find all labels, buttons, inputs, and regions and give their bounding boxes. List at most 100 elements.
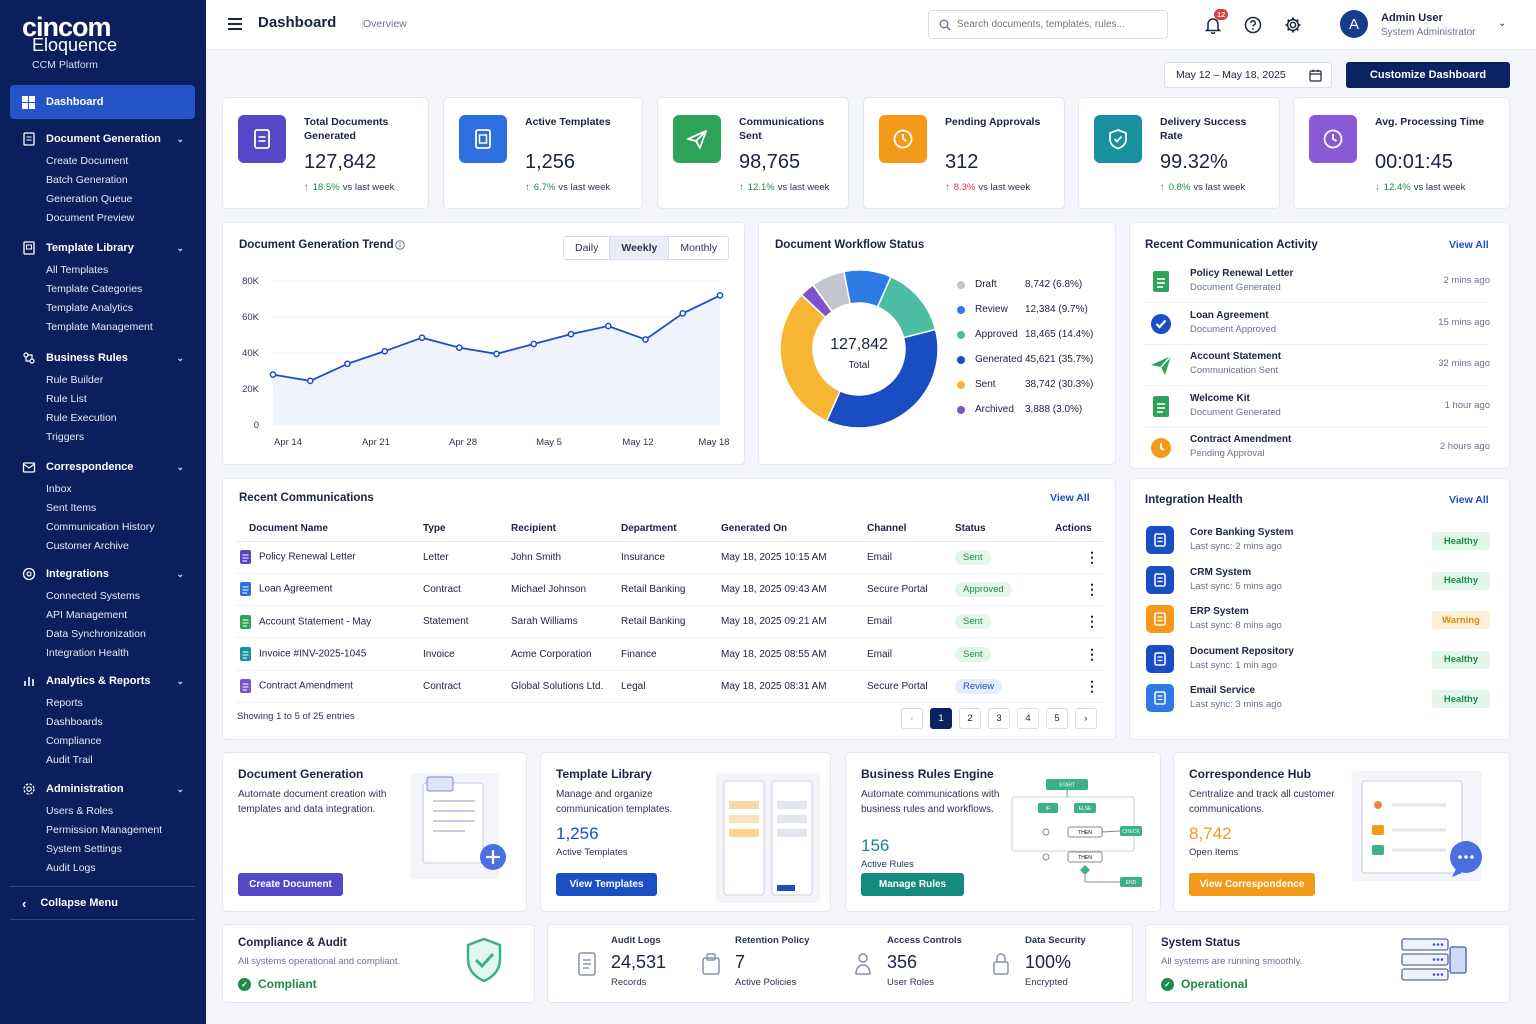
sidebar-item-dashboard[interactable]: Dashboard — [10, 85, 195, 119]
column-header[interactable]: Channel — [855, 517, 943, 542]
cell-name[interactable]: Loan Agreement — [259, 584, 333, 596]
chevron-down-icon[interactable]: ⌄ — [176, 568, 184, 579]
sidebar-subitem[interactable]: Audit Trail — [46, 754, 93, 767]
table-row[interactable]: Invoice #INV-2025-1045 Invoice Acme Corpor… — [237, 637, 1103, 671]
notifications-button[interactable]: 12 — [1202, 9, 1229, 36]
sidebar-section-header[interactable]: Template Library ⌄ — [0, 238, 206, 258]
sidebar-subitem[interactable]: Triggers — [46, 431, 85, 444]
chevron-down-icon[interactable]: ⌄ — [176, 783, 184, 794]
sidebar-subitem[interactable]: System Settings — [46, 842, 122, 855]
cell-name[interactable]: Policy Renewal Letter — [259, 551, 356, 563]
collapse-menu-button[interactable]: ‹ Collapse Menu — [10, 886, 195, 920]
help-button[interactable] — [1242, 14, 1264, 36]
chevron-down-icon[interactable]: ⌄ — [176, 242, 184, 253]
donut-segment-approved[interactable] — [876, 275, 937, 339]
sidebar-subitem[interactable]: Integration Health — [46, 647, 129, 660]
donut-segment-sent[interactable] — [779, 293, 842, 423]
sidebar-subitem[interactable]: Template Analytics — [46, 301, 133, 314]
page-4-button[interactable]: 4 — [1017, 708, 1039, 729]
sidebar-subitem[interactable]: Dashboards — [46, 715, 103, 728]
sidebar-section-header[interactable]: Integrations ⌄ — [0, 564, 206, 584]
page-1-button[interactable]: 1 — [930, 708, 952, 729]
search-box[interactable] — [928, 10, 1168, 39]
module-button[interactable]: View Templates — [556, 873, 657, 896]
donut-segment-generated[interactable] — [825, 328, 939, 429]
communications-view-all-link[interactable]: View All — [1050, 492, 1090, 504]
more-actions-icon[interactable]: ⋮ — [1085, 613, 1099, 630]
integration-item[interactable]: CRM System Last sync: 5 mins ago Healthy — [1144, 563, 1494, 603]
chevron-down-icon[interactable]: ⌄ — [1498, 18, 1507, 29]
page-5-button[interactable]: 5 — [1046, 708, 1068, 729]
sidebar-subitem[interactable]: Reports — [46, 696, 83, 709]
sidebar-subitem[interactable]: Users & Roles — [46, 804, 114, 817]
table-row[interactable]: Account Statement - May Statement Sarah Wi… — [237, 605, 1103, 639]
sidebar-subitem[interactable]: Document Preview — [46, 212, 135, 225]
sidebar-subitem[interactable]: Sent Items — [46, 501, 97, 514]
more-actions-icon[interactable]: ⋮ — [1085, 580, 1099, 597]
sidebar-subitem[interactable]: Customer Archive — [46, 540, 129, 553]
module-button[interactable]: View Correspondence — [1189, 873, 1315, 896]
page-2-button[interactable]: 2 — [959, 708, 981, 729]
column-header[interactable]: Generated On — [709, 517, 855, 542]
table-row[interactable]: Policy Renewal Letter Letter John Smith Ins… — [237, 541, 1103, 574]
column-header[interactable]: Actions — [1043, 517, 1103, 542]
sidebar-section-header[interactable]: Business Rules ⌄ — [0, 348, 206, 368]
sidebar-subitem[interactable]: Generation Queue — [46, 192, 133, 205]
sidebar-subitem[interactable]: Inbox — [46, 482, 72, 495]
integration-item[interactable]: Email Service Last sync: 3 mins ago Health… — [1144, 681, 1494, 721]
activity-item[interactable]: Policy Renewal Letter Document Generated 2… — [1144, 262, 1490, 303]
sidebar-subitem[interactable]: Create Document — [46, 154, 129, 167]
column-header[interactable]: Type — [411, 517, 499, 542]
integration-item[interactable]: ERP System Last sync: 8 mins ago Warning — [1144, 602, 1494, 642]
sidebar-section-header[interactable]: Document Generation ⌄ — [0, 129, 206, 149]
more-actions-icon[interactable]: ⋮ — [1085, 677, 1099, 694]
sidebar-subitem[interactable]: API Management — [46, 608, 128, 621]
sidebar-subitem[interactable]: Template Management — [46, 321, 153, 334]
sidebar-subitem[interactable]: Batch Generation — [46, 173, 128, 186]
chevron-down-icon[interactable]: ⌄ — [176, 675, 184, 686]
column-header[interactable]: Recipient — [499, 517, 609, 542]
integration-view-all-link[interactable]: View All — [1449, 494, 1489, 506]
page-3-button[interactable]: 3 — [988, 708, 1010, 729]
sidebar-section-header[interactable]: Analytics & Reports ⌄ — [0, 671, 206, 691]
menu-icon[interactable] — [228, 18, 242, 33]
search-input[interactable] — [957, 19, 1157, 30]
more-actions-icon[interactable]: ⋮ — [1085, 548, 1099, 565]
column-header[interactable]: Document Name — [237, 517, 411, 542]
integration-item[interactable]: Document Repository Last sync: 1 min ago H… — [1144, 642, 1494, 682]
sidebar-subitem[interactable]: Rule Execution — [46, 411, 117, 424]
module-button[interactable]: Create Document — [238, 873, 343, 896]
chevron-down-icon[interactable]: ⌄ — [176, 461, 184, 472]
module-button[interactable]: Manage Rules — [861, 873, 964, 896]
table-row[interactable]: Loan Agreement Contract Michael Johnson Ret… — [237, 573, 1103, 607]
table-row[interactable]: Contract Amendment Contract Global Solutio… — [237, 670, 1103, 703]
sidebar-subitem[interactable]: Rule List — [46, 392, 87, 405]
sidebar-section-header[interactable]: Correspondence ⌄ — [0, 457, 206, 477]
more-actions-icon[interactable]: ⋮ — [1085, 645, 1099, 662]
sidebar-section-header[interactable]: Administration ⌄ — [0, 779, 206, 799]
chevron-down-icon[interactable]: ⌄ — [176, 133, 184, 144]
cell-name[interactable]: Contract Amendment — [259, 680, 353, 692]
settings-button[interactable] — [1282, 14, 1304, 36]
sidebar-subitem[interactable]: Data Synchronization — [46, 627, 146, 640]
sidebar-subitem[interactable]: Connected Systems — [46, 589, 140, 602]
sidebar-subitem[interactable]: Audit Logs — [46, 862, 96, 875]
sidebar-subitem[interactable]: All Templates — [46, 263, 109, 276]
activity-view-all-link[interactable]: View All — [1449, 239, 1489, 251]
tab-daily[interactable]: Daily — [575, 242, 599, 254]
activity-item[interactable]: Loan Agreement Document Approved 15 mins a… — [1144, 304, 1490, 345]
activity-item[interactable]: Account Statement Communication Sent 32 mi… — [1144, 345, 1490, 386]
date-range-picker[interactable]: May 12 – May 18, 2025 — [1164, 62, 1332, 88]
activity-item[interactable]: Welcome Kit Document Generated 1 hour ago — [1144, 387, 1490, 428]
cell-name[interactable]: Account Statement - May — [259, 616, 372, 628]
tab-monthly[interactable]: Monthly — [680, 242, 718, 254]
cell-name[interactable]: Invoice #INV-2025-1045 — [259, 648, 367, 660]
sidebar-subitem[interactable]: Communication History — [46, 520, 155, 533]
prev-page-button[interactable]: ‹ — [901, 708, 923, 729]
integration-item[interactable]: Core Banking System Last sync: 2 mins ago… — [1144, 523, 1494, 563]
column-header[interactable]: Department — [609, 517, 709, 542]
sidebar-subitem[interactable]: Permission Management — [46, 823, 163, 836]
activity-item[interactable]: Contract Amendment Pending Approval 2 hour… — [1144, 428, 1490, 469]
avatar[interactable]: A — [1340, 10, 1368, 38]
donut-segment-archived[interactable] — [800, 283, 834, 319]
